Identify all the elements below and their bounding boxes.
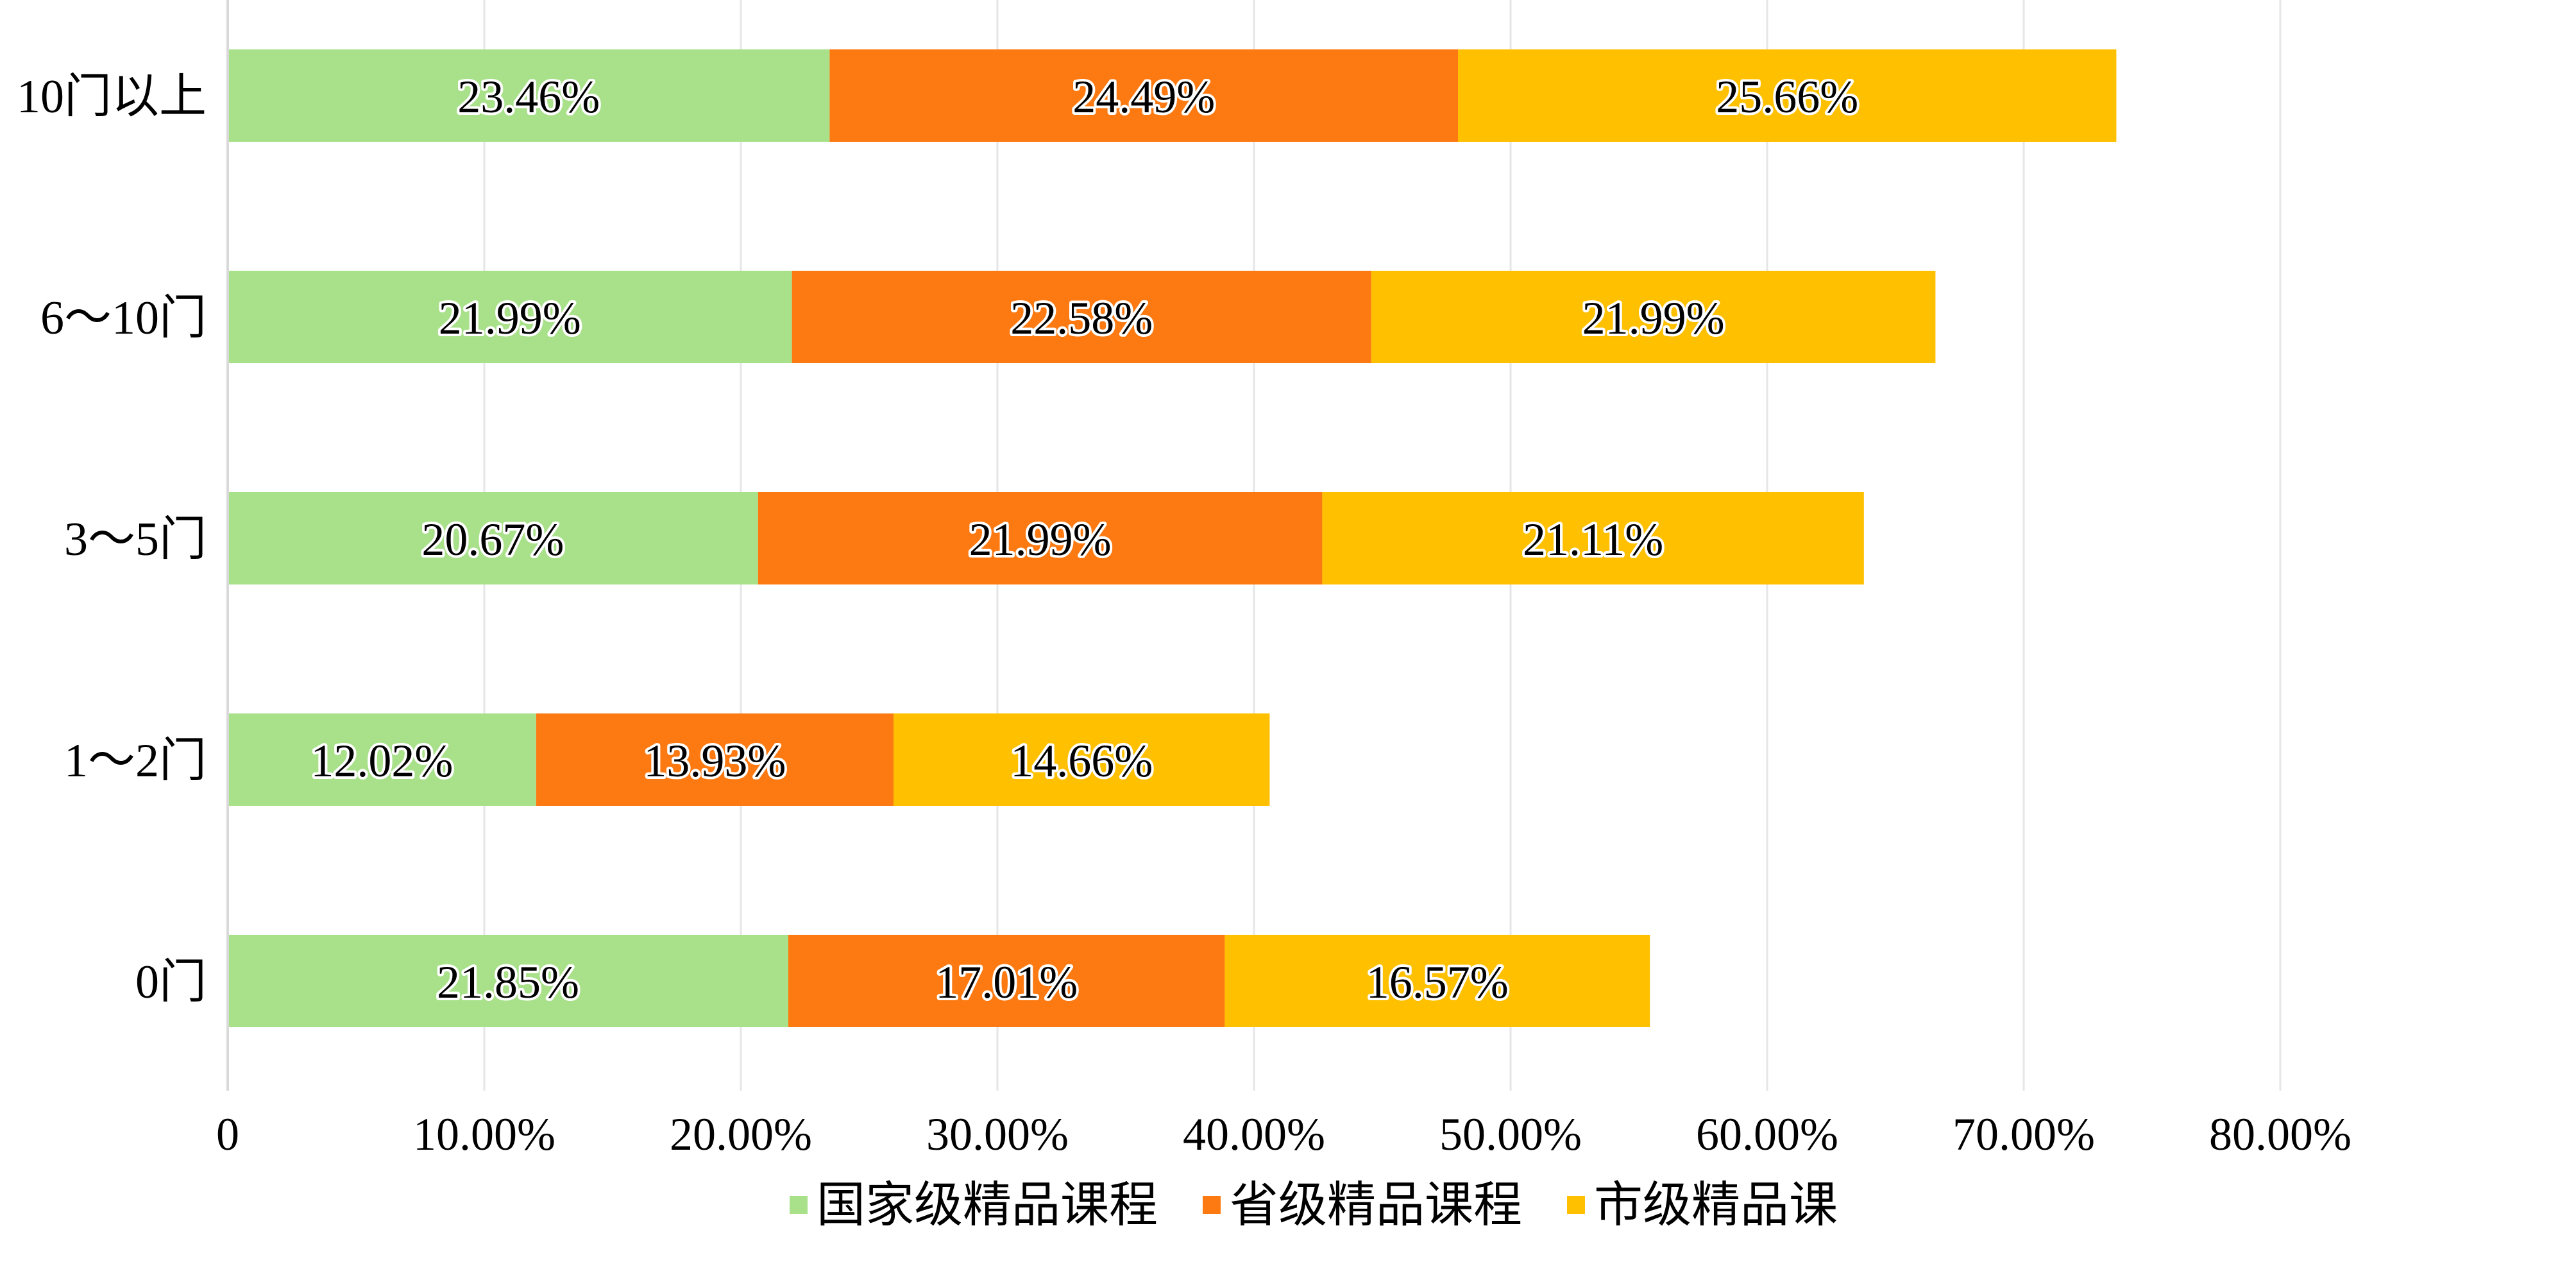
data-label: 17.01%	[935, 957, 1078, 1008]
category-label: 3～5门	[64, 513, 207, 566]
data-label: 24.49%	[1072, 71, 1215, 123]
data-label: 12.02%	[310, 735, 453, 787]
bar-segment	[792, 271, 1371, 363]
legend-label: 国家级精品课程	[817, 1179, 1158, 1232]
x-tick-label: 30.00%	[926, 1109, 1069, 1160]
data-label: 21.11%	[1523, 514, 1663, 565]
category-label: 6～10门	[40, 292, 207, 345]
legend: 国家级精品课程 省级精品课程 市级精品课	[790, 1179, 1838, 1232]
data-label: 21.85%	[437, 957, 579, 1008]
bar-segment	[228, 271, 792, 363]
category-label: 1～2门	[64, 735, 207, 787]
bar-segment	[1224, 935, 1650, 1027]
bar-segment	[1371, 271, 1936, 363]
category-label: 0门	[135, 956, 207, 1009]
axes: 0 10.00% 20.00% 30.00% 40.00% 50.00% 60.00% 70.…	[17, 0, 2351, 1160]
x-tick-label: 40.00%	[1183, 1109, 1325, 1160]
x-tick-label: 70.00%	[1953, 1109, 2095, 1160]
bar-segment	[829, 49, 1458, 142]
x-tick-label: 60.00%	[1696, 1109, 1838, 1160]
bar-segment	[788, 935, 1225, 1027]
data-label: 23.46%	[457, 71, 600, 123]
bar-segment	[228, 49, 830, 142]
data-label: 21.99%	[969, 514, 1112, 565]
x-tick-label: 50.00%	[1439, 1109, 1582, 1160]
bar-segment	[228, 935, 788, 1027]
bar-segment	[536, 713, 894, 806]
legend-swatch	[1567, 1196, 1585, 1214]
legend-label: 市级精品课	[1594, 1179, 1838, 1232]
data-label: 13.93%	[643, 735, 786, 787]
data-label: 14.66%	[1010, 735, 1153, 787]
data-label: 20.67%	[421, 514, 564, 565]
bar-segment	[1458, 49, 2117, 142]
data-label: 16.57%	[1366, 957, 1509, 1008]
x-tick-label: 0	[216, 1109, 239, 1160]
data-label: 21.99%	[1582, 293, 1725, 344]
bar-segment	[894, 713, 1270, 806]
data-label: 22.58%	[1010, 293, 1153, 344]
bar-segment	[758, 492, 1323, 584]
bars: 23.46% 24.49% 25.66% 21.99% 22.58% 21.99% 20.6…	[228, 49, 2117, 1027]
data-label: 21.99%	[439, 293, 581, 344]
legend-swatch	[790, 1196, 808, 1214]
x-tick-label: 80.00%	[2209, 1109, 2351, 1160]
x-tick-label: 20.00%	[670, 1109, 812, 1160]
category-label: 10门以上	[17, 71, 207, 123]
data-label: 25.66%	[1716, 71, 1858, 123]
x-tick-label: 10.00%	[413, 1109, 555, 1160]
legend-swatch	[1203, 1196, 1221, 1214]
bar-segment	[1322, 492, 1864, 584]
legend-label: 省级精品课程	[1230, 1179, 1522, 1232]
bar-segment	[228, 713, 536, 806]
bar-segment	[228, 492, 758, 584]
